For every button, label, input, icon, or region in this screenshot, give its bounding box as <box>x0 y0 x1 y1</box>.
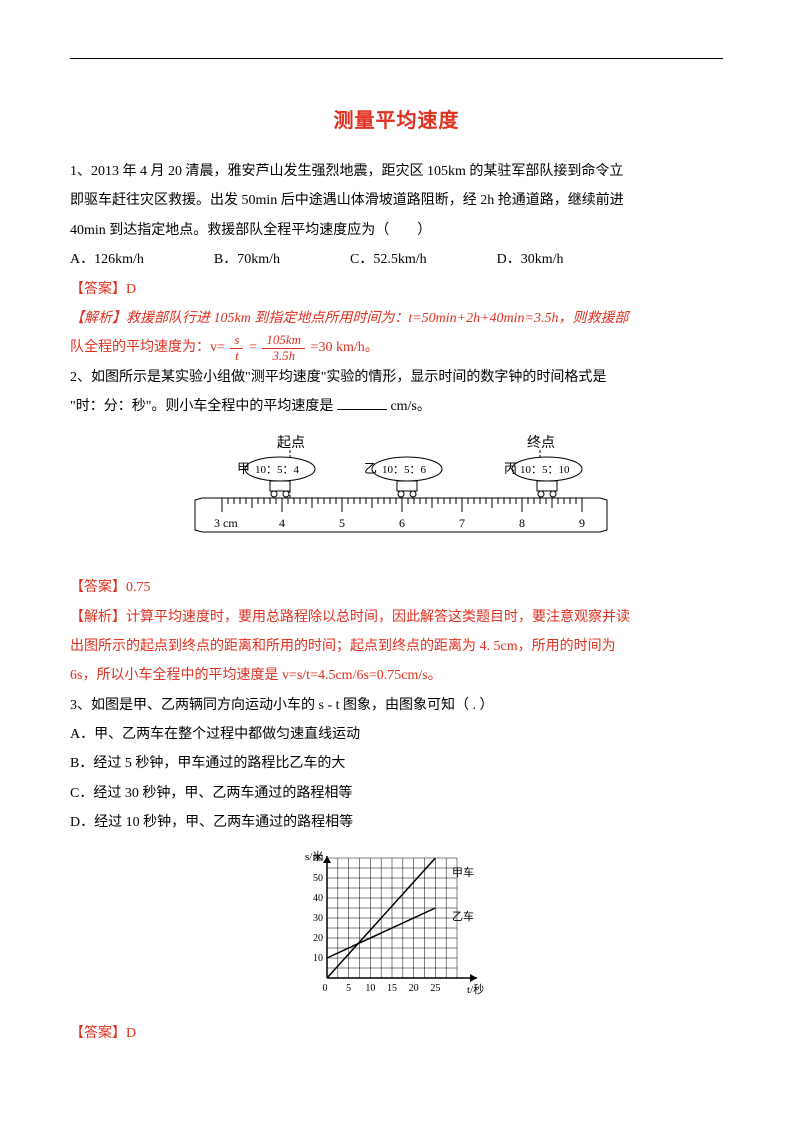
frac-105-over-3p5: 105km 3.5h <box>262 333 305 363</box>
clock-yi: 10：5：6 <box>382 464 426 476</box>
q3-line1: 3、如图是甲、乙两辆同方向运动小车的 s - t 图象，由图象可知（ . ） <box>70 691 723 720</box>
svg-text:40: 40 <box>313 893 323 904</box>
top-rule <box>70 58 723 59</box>
svg-text:8: 8 <box>519 516 525 530</box>
svg-text:5: 5 <box>339 516 345 530</box>
cart-bing: 10：5：10 丙 <box>504 457 582 497</box>
svg-text:50: 50 <box>313 873 323 884</box>
q3-answer: 【答案】D <box>70 1019 723 1048</box>
frac1-num: s <box>230 333 243 348</box>
label-yi: 乙 <box>364 461 377 476</box>
q3-d: D．经过 10 秒钟，甲、乙两车通过的路程相等 <box>70 808 723 837</box>
start-label: 起点 <box>277 435 305 451</box>
cart-yi: 10：5：6 乙 <box>364 457 442 497</box>
q2-explain-l1: 【解析】计算平均速度时，要用总路程除以总时间，因此解答这类题目时，要注意观察并读 <box>70 603 723 632</box>
q1-explain-l1: 【解析】救援部队行进 105km 到指定地点所用时间为：t=50min+2h+4… <box>70 304 723 333</box>
svg-text:20: 20 <box>313 933 323 944</box>
svg-text:5: 5 <box>346 983 351 994</box>
series-yi-label: 乙车 <box>452 909 474 923</box>
q2-l2b: cm/s。 <box>390 399 430 414</box>
svg-text:10: 10 <box>365 983 375 994</box>
svg-text:30: 30 <box>313 913 323 924</box>
q3-graph-wrap: s/米 t/秒 102030405060 510152025 甲车 乙车 0 <box>70 848 723 1009</box>
q3-a: A．甲、乙两车在整个过程中都做匀速直线运动 <box>70 720 723 749</box>
q2-explain-l3: 6s，所以小车全程中的平均速度是 v=s/t=4.5cm/6s=0.75cm/s… <box>70 661 723 690</box>
page-title: 测量平均速度 <box>70 100 723 142</box>
svg-text:9: 9 <box>579 516 585 530</box>
q1-line3: 40min 到达指定地点。救援部队全程平均速度应为（ ） <box>70 216 723 245</box>
fill-blank <box>337 396 387 410</box>
svg-text:20: 20 <box>408 983 418 994</box>
q1-line2: 即驱车赶往灾区救援。出发 50min 后中途遇山体滑坡道路阻断，经 2h 抢通道… <box>70 186 723 215</box>
end-label: 终点 <box>527 435 555 451</box>
svg-text:10: 10 <box>313 953 323 964</box>
series-jia-label: 甲车 <box>452 865 474 879</box>
q1-answer: 【答案】D <box>70 275 723 304</box>
q1-explain-l2: 队全程的平均速度为：v= s t = 105km 3.5h =30 km/h。 <box>70 333 723 363</box>
q2-figure: 起点 终点 10：5：4 甲 10：5：6 乙 10：5：10 丙 3 cm 4 5… <box>70 432 723 563</box>
q2-line2: "时：分：秒"。则小车全程中的平均速度是 cm/s。 <box>70 392 723 421</box>
q3-b: B．经过 5 秒钟，甲车通过的路程比乙车的大 <box>70 749 723 778</box>
q2-answer: 【答案】0.75 <box>70 573 723 602</box>
st-graph: s/米 t/秒 102030405060 510152025 甲车 乙车 0 <box>297 848 497 998</box>
frac-s-over-t: s t <box>230 333 243 363</box>
q1-choice-d: D．30km/h <box>497 245 564 274</box>
frac2-den: 3.5h <box>262 349 305 363</box>
svg-text:15: 15 <box>387 983 397 994</box>
q2-l2a: "时：分：秒"。则小车全程中的平均速度是 <box>70 399 333 414</box>
q1-line1: 1、2013 年 4 月 20 清晨，雅安芦山发生强烈地震，距灾区 105km … <box>70 157 723 186</box>
svg-text:7: 7 <box>459 516 465 530</box>
frac1-den: t <box>230 349 243 363</box>
label-jia: 甲 <box>237 461 250 476</box>
svg-text:3 cm: 3 cm <box>214 516 238 530</box>
frac2-num: 105km <box>262 333 305 348</box>
svg-text:6: 6 <box>399 516 405 530</box>
q1-explain-suffix: =30 km/h。 <box>311 340 379 355</box>
q1-choice-a: A．126km/h <box>70 245 144 274</box>
q3-text: 3、如图是甲、乙两辆同方向运动小车的 s - t 图象，由图象可知（ . ） <box>70 698 494 713</box>
q1-explain-prefix: 队全程的平均速度为：v= <box>70 340 225 355</box>
clock-bing: 10：5：10 <box>520 464 570 476</box>
q1-explain-span1: 【解析】救援部队行进 105km 到指定地点所用时间为：t=50min+2h+4… <box>70 311 629 326</box>
x-axis-label: t/秒 <box>467 982 484 996</box>
label-bing: 丙 <box>504 461 517 476</box>
svg-text:4: 4 <box>279 516 285 530</box>
svg-text:25: 25 <box>430 983 440 994</box>
ruler-diagram: 起点 终点 10：5：4 甲 10：5：6 乙 10：5：10 丙 3 cm 4 5… <box>182 432 612 552</box>
q1-choices: A．126km/h B．70km/h C．52.5km/h D．30km/h <box>70 245 723 274</box>
q1-choice-c: C．52.5km/h <box>350 245 427 274</box>
svg-text:60: 60 <box>313 853 323 864</box>
q2-line1: 2、如图所示是某实验小组做"测平均速度"实验的情形，显示时间的数字钟的时间格式是 <box>70 363 723 392</box>
svg-text:0: 0 <box>322 983 327 994</box>
q3-c: C．经过 30 秒钟，甲、乙两车通过的路程相等 <box>70 779 723 808</box>
cart-jia: 10：5：4 甲 <box>237 457 315 497</box>
q1-choice-b: B．70km/h <box>214 245 280 274</box>
clock-jia: 10：5：4 <box>255 464 299 476</box>
q2-explain-l2: 出图所示的起点到终点的距离和所用的时间；起点到终点的距离为 4. 5cm，所用的… <box>70 632 723 661</box>
